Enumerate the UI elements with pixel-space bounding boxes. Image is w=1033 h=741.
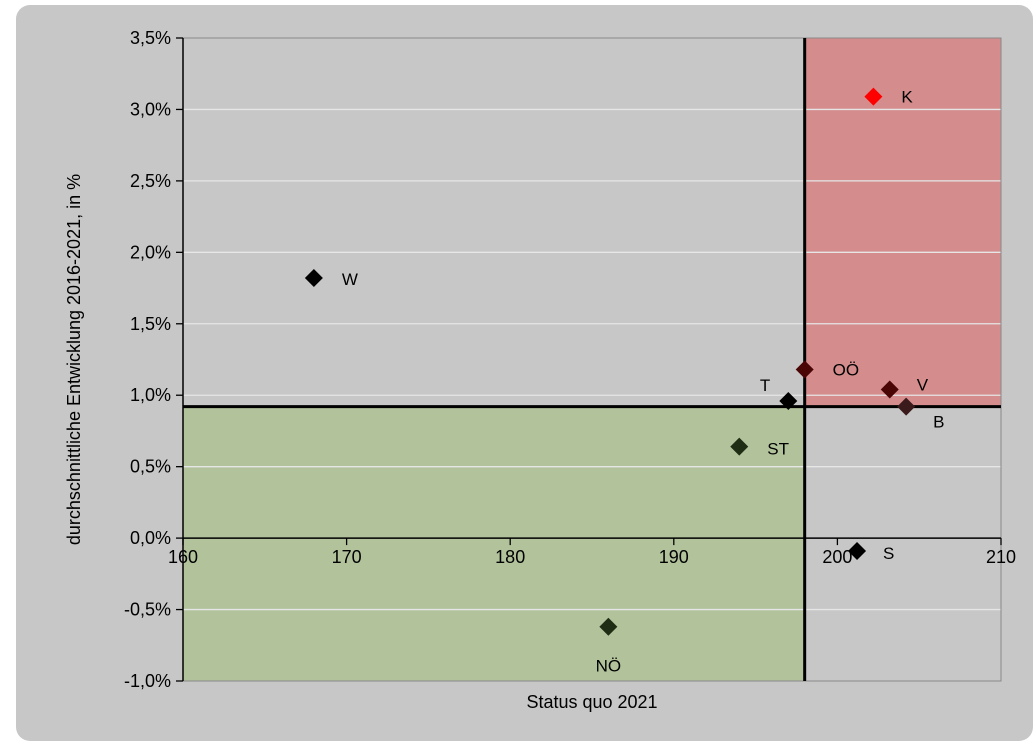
x-tick-label-4: 200 <box>822 547 852 567</box>
point-label-1: W <box>342 270 358 289</box>
y-tick-label-0: 3,5% <box>130 28 171 48</box>
x-axis <box>176 37 1002 682</box>
point-label-5: B <box>933 413 944 432</box>
y-tick-label-2: 2,5% <box>130 171 171 191</box>
point-7 <box>848 541 867 560</box>
point-5 <box>897 397 916 416</box>
y-tick-label-8: -0,5% <box>124 600 171 620</box>
x-tick-label-1: 170 <box>332 547 362 567</box>
point-label-8: NÖ <box>596 657 622 676</box>
point-label-3: T <box>760 376 770 395</box>
point-0 <box>864 87 883 106</box>
point-label-0: K <box>901 88 913 107</box>
y-tick-label-6: 0,5% <box>130 457 171 477</box>
point-label-4: V <box>917 376 929 395</box>
data-points <box>304 87 916 636</box>
y-tick-label-9: -1,0% <box>124 671 171 691</box>
x-tick-label-3: 190 <box>659 547 689 567</box>
highlight-regions <box>183 38 1001 681</box>
y-tick-label-3: 2,0% <box>130 242 171 262</box>
point-label-7: S <box>883 544 894 563</box>
region-1 <box>183 406 805 681</box>
y-axis-ticks: 3,5% 3,0% 2,5% 2,0% 1,5% 1,0% 0,5% 0,0% -0,5% -1,… <box>124 28 171 691</box>
y-tick-label-1: 3,0% <box>130 99 171 119</box>
x-axis-ticks: 160 170 180 190 200 210 <box>168 547 1016 567</box>
point-1 <box>304 269 323 288</box>
y-tick-label-5: 1,0% <box>130 385 171 405</box>
y-tick-label-4: 1,5% <box>130 314 171 334</box>
point-labels: K W OÖ T VB ST S NÖ <box>342 88 945 676</box>
point-label-6: ST <box>767 440 789 459</box>
reference-lines <box>183 38 1001 681</box>
point-8 <box>599 617 618 636</box>
point-label-2: OÖ <box>833 361 859 380</box>
y-axis-title: durchschnittliche Entwicklung 2016-2021,… <box>64 174 84 545</box>
point-6 <box>730 437 749 456</box>
x-tick-label-5: 210 <box>986 547 1016 567</box>
y-tick-label-7: 0,0% <box>130 528 171 548</box>
x-tick-label-2: 180 <box>495 547 525 567</box>
x-tick-label-0: 160 <box>168 547 198 567</box>
point-4 <box>880 380 899 399</box>
x-axis-title: Status quo 2021 <box>526 692 657 712</box>
point-2 <box>795 360 814 379</box>
gridlines <box>183 108 1001 611</box>
region-0 <box>804 38 1001 407</box>
point-3 <box>779 391 798 410</box>
